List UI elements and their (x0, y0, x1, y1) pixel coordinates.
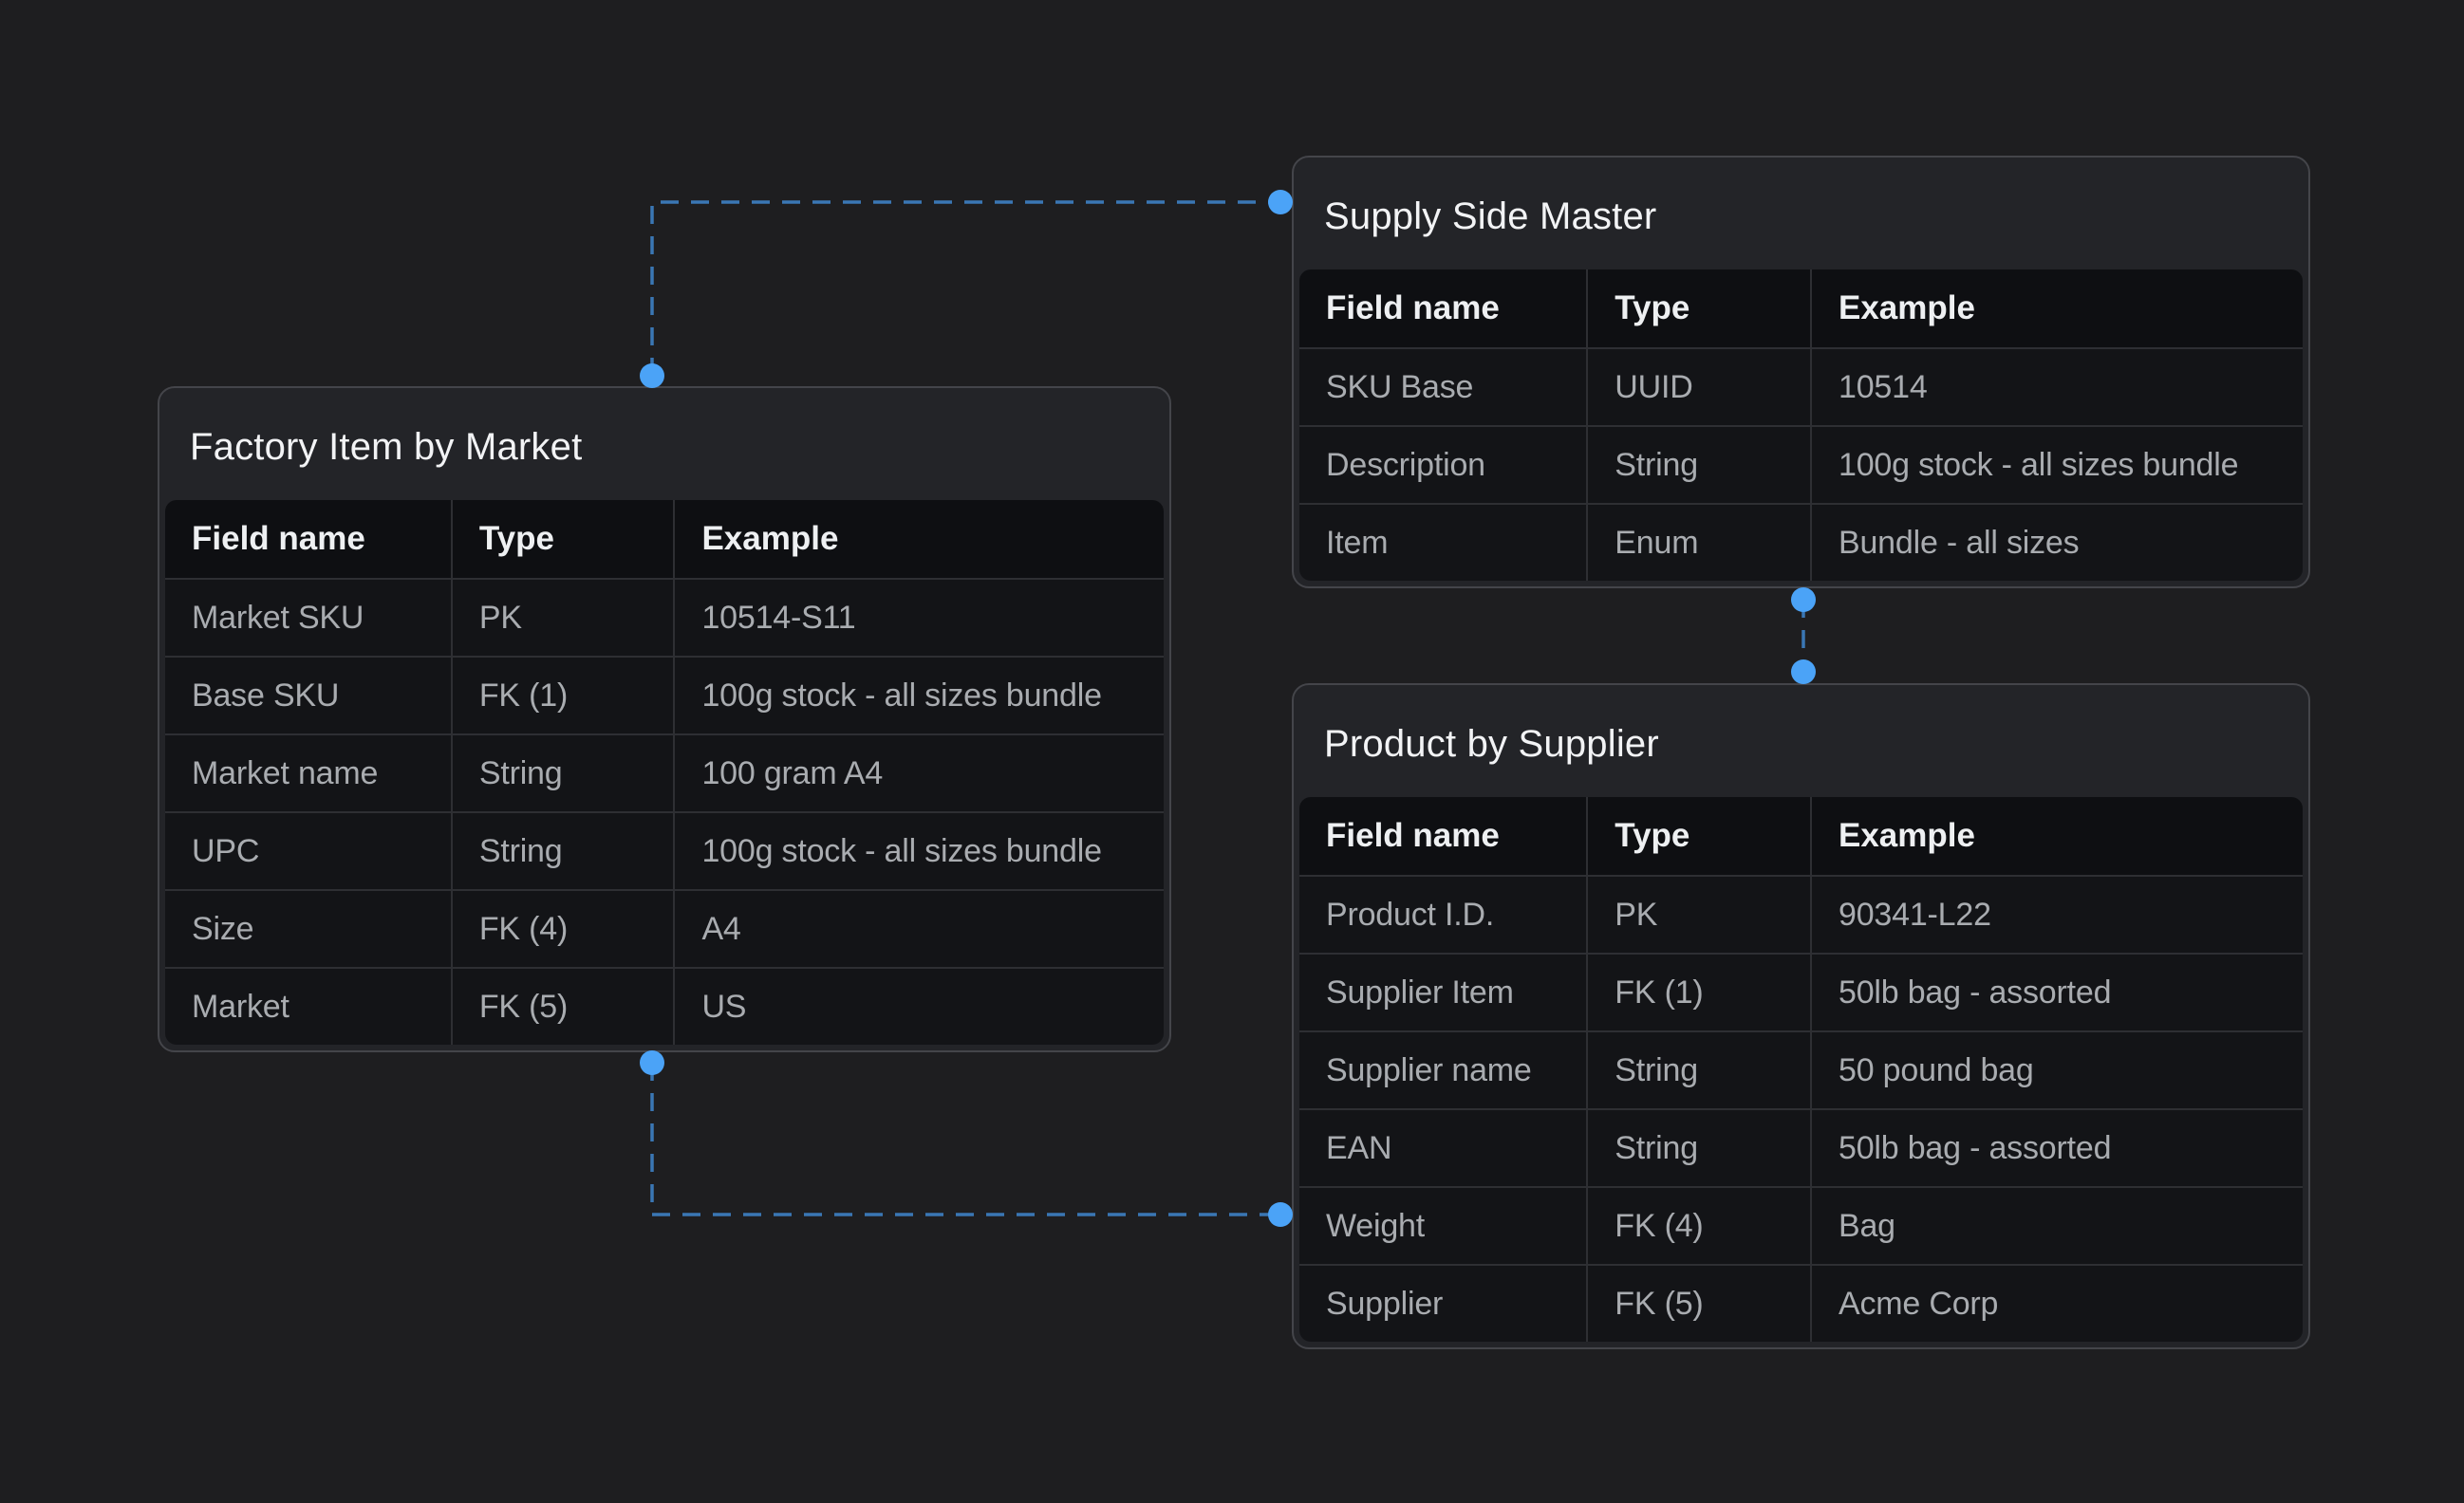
connector-factory-to-product (640, 1050, 1293, 1227)
cell-type: FK (1) (450, 658, 674, 733)
table-row: Market FK (5) US (165, 967, 1164, 1045)
cell-field: Weight (1299, 1188, 1587, 1264)
schema-table-supply: Field name Type Example SKU Base UUID 10… (1299, 269, 2303, 581)
connector-endpoint-dot (1791, 587, 1816, 612)
cell-type: FK (5) (1586, 1266, 1810, 1342)
cell-example: Bag (1810, 1188, 2303, 1264)
table-card-supply-side-master: Supply Side Master Field name Type Examp… (1292, 156, 2310, 588)
card-title-factory: Factory Item by Market (190, 425, 583, 468)
column-header-example: Example (673, 500, 1164, 578)
connector-endpoint-dot (1268, 190, 1293, 214)
column-header-field-name: Field name (165, 500, 451, 578)
table-row: Market name String 100 gram A4 (165, 733, 1164, 811)
cell-type: String (1586, 1032, 1810, 1108)
table-row: Supplier name String 50 pound bag (1299, 1030, 2303, 1108)
table-row: SKU Base UUID 10514 (1299, 347, 2303, 425)
cell-field: Base SKU (165, 658, 451, 733)
table-row: Base SKU FK (1) 100g stock - all sizes b… (165, 656, 1164, 733)
cell-type: Enum (1586, 505, 1810, 581)
cell-field: Item (1299, 505, 1587, 581)
cell-example: 50lb bag - assorted (1810, 955, 2303, 1030)
cell-type: PK (1586, 877, 1810, 953)
cell-field: Supplier Item (1299, 955, 1587, 1030)
card-title-supply: Supply Side Master (1324, 195, 1657, 237)
cell-example: 100g stock - all sizes bundle (673, 813, 1164, 889)
cell-field: Market (165, 969, 451, 1045)
table-header-row: Field name Type Example (1299, 269, 2303, 347)
connector-endpoint-dot (640, 363, 664, 388)
cell-field: Market name (165, 735, 451, 811)
column-header-field-name: Field name (1299, 269, 1587, 347)
cell-example: Acme Corp (1810, 1266, 2303, 1342)
column-header-field-name: Field name (1299, 797, 1587, 875)
cell-example: 100g stock - all sizes bundle (673, 658, 1164, 733)
connector-supply-to-product (1791, 587, 1816, 684)
cell-type: String (450, 813, 674, 889)
cell-type: UUID (1586, 349, 1810, 425)
cell-type: FK (4) (450, 891, 674, 967)
table-header-row: Field name Type Example (165, 500, 1164, 578)
cell-field: Supplier (1299, 1266, 1587, 1342)
cell-type: FK (1) (1586, 955, 1810, 1030)
cell-example: Bundle - all sizes (1810, 505, 2303, 581)
table-row: Supplier FK (5) Acme Corp (1299, 1264, 2303, 1342)
cell-example: 10514-S11 (673, 580, 1164, 656)
table-row: Market SKU PK 10514-S11 (165, 578, 1164, 656)
cell-type: String (1586, 1110, 1810, 1186)
column-header-type: Type (1586, 269, 1810, 347)
table-row: Description String 100g stock - all size… (1299, 425, 2303, 503)
cell-example: 10514 (1810, 349, 2303, 425)
connector-endpoint-dot (1791, 659, 1816, 684)
column-header-type: Type (450, 500, 674, 578)
connector-endpoint-dot (640, 1050, 664, 1075)
cell-type: FK (5) (450, 969, 674, 1045)
connector-endpoint-dot (1268, 1202, 1293, 1227)
cell-field: Description (1299, 427, 1587, 503)
cell-field: UPC (165, 813, 451, 889)
cell-example: 90341-L22 (1810, 877, 2303, 953)
table-card-factory-item-by-market: Factory Item by Market Field name Type E… (158, 386, 1171, 1052)
cell-example: 50 pound bag (1810, 1032, 2303, 1108)
table-row: Item Enum Bundle - all sizes (1299, 503, 2303, 581)
cell-field: Supplier name (1299, 1032, 1587, 1108)
cell-field: Size (165, 891, 451, 967)
table-row: UPC String 100g stock - all sizes bundle (165, 811, 1164, 889)
cell-example: A4 (673, 891, 1164, 967)
connector-factory-to-supply (640, 190, 1293, 388)
table-row: Product I.D. PK 90341-L22 (1299, 875, 2303, 953)
cell-type: PK (450, 580, 674, 656)
cell-example: US (673, 969, 1164, 1045)
table-row: EAN String 50lb bag - assorted (1299, 1108, 2303, 1186)
cell-type: String (1586, 427, 1810, 503)
schema-table-product: Field name Type Example Product I.D. PK … (1299, 797, 2303, 1342)
cell-example: 100g stock - all sizes bundle (1810, 427, 2303, 503)
cell-type: String (450, 735, 674, 811)
cell-example: 100 gram A4 (673, 735, 1164, 811)
cell-field: Product I.D. (1299, 877, 1587, 953)
cell-type: FK (4) (1586, 1188, 1810, 1264)
column-header-type: Type (1586, 797, 1810, 875)
table-row: Weight FK (4) Bag (1299, 1186, 2303, 1264)
table-card-product-by-supplier: Product by Supplier Field name Type Exam… (1292, 683, 2310, 1349)
column-header-example: Example (1810, 269, 2303, 347)
table-row: Size FK (4) A4 (165, 889, 1164, 967)
table-header-row: Field name Type Example (1299, 797, 2303, 875)
column-header-example: Example (1810, 797, 2303, 875)
cell-field: EAN (1299, 1110, 1587, 1186)
card-title-product: Product by Supplier (1324, 722, 1659, 765)
cell-example: 50lb bag - assorted (1810, 1110, 2303, 1186)
cell-field: SKU Base (1299, 349, 1587, 425)
schema-table-factory: Field name Type Example Market SKU PK 10… (165, 500, 1164, 1045)
cell-field: Market SKU (165, 580, 451, 656)
table-row: Supplier Item FK (1) 50lb bag - assorted (1299, 953, 2303, 1030)
